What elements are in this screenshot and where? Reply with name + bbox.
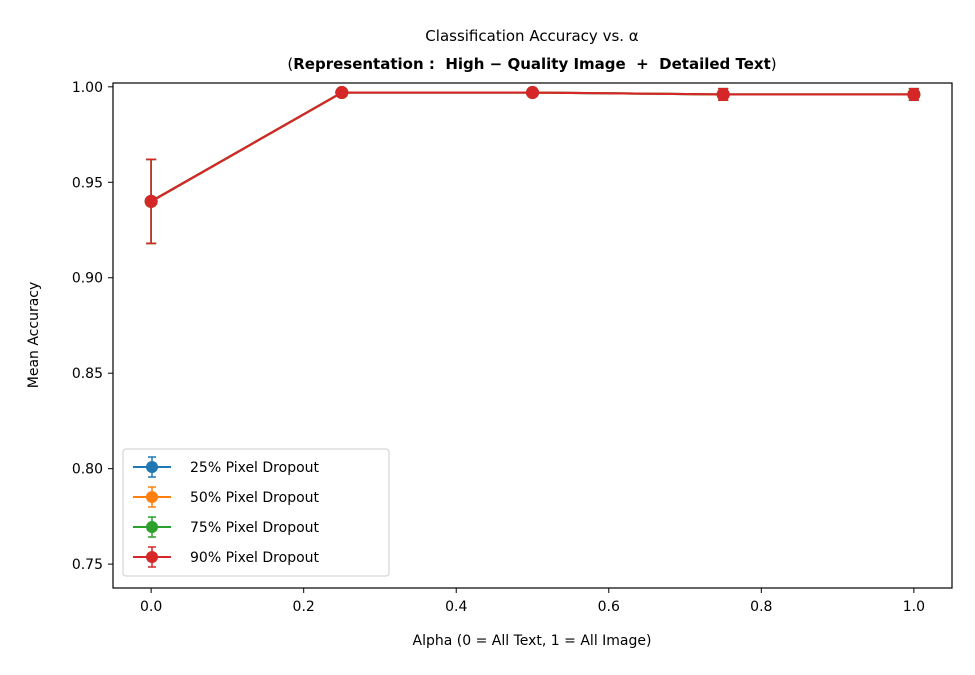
data-point: [144, 194, 158, 208]
x-tick-label: 0.2: [293, 599, 315, 615]
series-line: [150, 91, 914, 203]
legend-marker: [146, 491, 158, 503]
data-point: [526, 86, 539, 100]
legend-item: 50% Pixel Dropout: [133, 486, 320, 508]
y-tick-label: 0.85: [72, 366, 103, 382]
chart-subtitle: (Representation : High − Quality Image +…: [287, 55, 776, 73]
legend-label: 25% Pixel Dropout: [190, 460, 320, 476]
legend-label: 50% Pixel Dropout: [190, 490, 320, 506]
series-3: [144, 86, 921, 245]
x-tick-label: 0.6: [598, 599, 620, 615]
x-axis-ticks: 0.0 0.2 0.4 0.6 0.8 1.0: [140, 588, 925, 615]
x-tick-label: 0.0: [140, 599, 162, 615]
legend-box: [122, 448, 390, 577]
plot-area-frame: [112, 82, 953, 589]
x-axis-label: Alpha (0 = All Text, 1 = All Image): [413, 633, 652, 649]
series-0: [144, 86, 921, 245]
legend-marker: [146, 461, 158, 473]
chart-title: Classification Accuracy vs. α: [425, 27, 638, 45]
series-line: [150, 91, 914, 203]
y-tick-label: 0.90: [72, 271, 103, 287]
legend-label: 75% Pixel Dropout: [190, 520, 320, 536]
data-point: [335, 86, 349, 100]
y-axis-ticks: 0.75 0.80 0.85 0.90 0.95 1.00: [72, 80, 113, 573]
legend-label: 90% Pixel Dropout: [190, 550, 320, 566]
series-2: [144, 86, 921, 245]
y-tick-label: 0.75: [72, 557, 103, 573]
series-line: [150, 91, 914, 203]
legend-item: 75% Pixel Dropout: [133, 516, 320, 538]
legend-item: 90% Pixel Dropout: [133, 546, 320, 568]
y-tick-label: 1.00: [72, 80, 103, 96]
data-point: [716, 87, 730, 101]
x-tick-label: 1.0: [903, 599, 925, 615]
series-1: [144, 86, 921, 245]
legend-marker: [146, 521, 158, 533]
series-line: [150, 91, 914, 203]
y-axis-label: Mean Accuracy: [26, 282, 42, 389]
series-layer: [144, 86, 921, 245]
legend: 25% Pixel Dropout 50% Pixel Dropout 75% Pi…: [122, 448, 390, 577]
legend-marker: [146, 551, 158, 563]
data-point: [907, 87, 921, 101]
y-tick-label: 0.80: [72, 462, 103, 478]
y-tick-label: 0.95: [72, 175, 103, 191]
x-tick-label: 0.8: [750, 599, 772, 615]
legend-item: 25% Pixel Dropout: [133, 456, 320, 478]
x-tick-label: 0.4: [445, 599, 467, 615]
